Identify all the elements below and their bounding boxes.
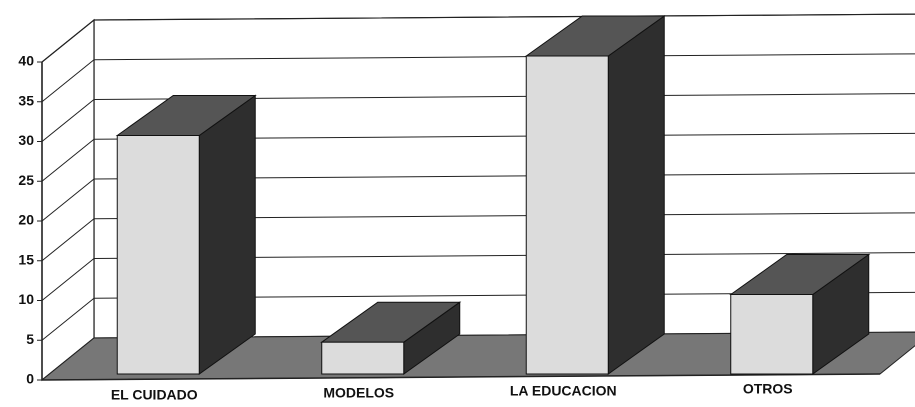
grid-line: [41, 19, 95, 63]
bar: [525, 55, 609, 375]
grid-line: [41, 218, 95, 262]
grid-line: [41, 178, 95, 222]
y-tick-label: 25: [18, 172, 34, 188]
grid-line: [93, 13, 915, 21]
bar-side: [198, 94, 256, 375]
x-tick-label: EL CUIDADO: [111, 387, 198, 403]
x-axis: [41, 373, 881, 381]
x-tick-label: MODELOS: [323, 385, 394, 401]
y-tick-label: 40: [18, 53, 34, 69]
x-tick-label: LA EDUCACION: [510, 383, 617, 399]
bar: [730, 294, 814, 375]
bar: [321, 341, 405, 375]
y-tick-label: 30: [18, 132, 34, 148]
bar: [116, 135, 200, 375]
grid-line: [41, 297, 95, 341]
grid-line: [41, 138, 95, 182]
bar-side: [607, 15, 665, 375]
y-tick-label: 20: [18, 212, 34, 228]
grid-line: [41, 99, 95, 142]
y-tick-label: 0: [26, 371, 34, 387]
y-tick-label: 15: [18, 251, 34, 267]
grid-line: [41, 258, 95, 301]
y-tick-label: 5: [26, 331, 34, 347]
grid-line: [93, 53, 915, 61]
y-tick-label: 10: [18, 291, 34, 307]
x-tick-label: OTROS: [743, 381, 793, 397]
y-tick-label: 35: [18, 92, 34, 108]
grid-line: [41, 59, 95, 103]
